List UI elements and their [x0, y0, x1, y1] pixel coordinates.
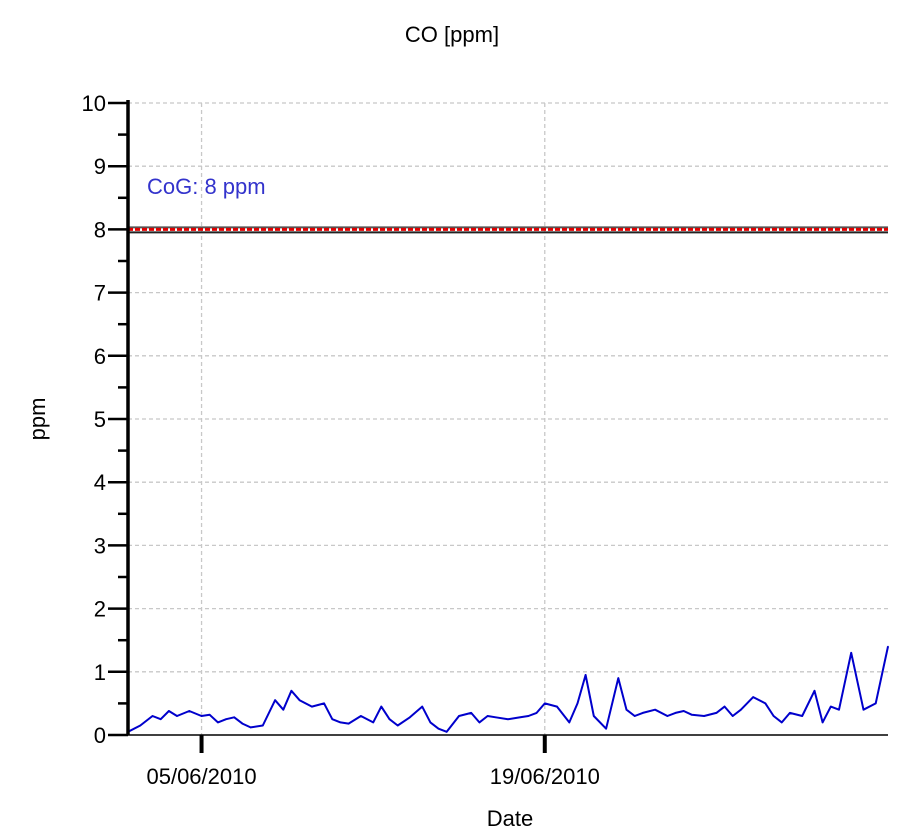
- data-point: [437, 727, 440, 730]
- data-point: [887, 645, 889, 648]
- data-point: [617, 677, 620, 679]
- data-point: [666, 715, 669, 717]
- data-point: [821, 721, 824, 724]
- axes: 0 1 2 3 4 5 6 7 8 9 10 05/06/2010 19/06/2010: [82, 91, 888, 789]
- data-point: [682, 710, 685, 712]
- data-point: [527, 715, 530, 717]
- data-point: [576, 702, 579, 705]
- data-point: [780, 721, 783, 724]
- y-tick-label: 5: [94, 407, 106, 432]
- data-point: [323, 702, 325, 705]
- data-point: [633, 715, 636, 717]
- data-point: [507, 718, 509, 720]
- data-point: [241, 722, 244, 725]
- data-point: [176, 715, 178, 717]
- y-tick-label: 10: [82, 91, 106, 116]
- data-point: [874, 702, 877, 705]
- y-tick-label: 7: [94, 281, 106, 306]
- data-point: [233, 716, 236, 719]
- data-point: [208, 713, 211, 716]
- y-tick-label: 4: [94, 470, 106, 495]
- data-point: [829, 705, 832, 708]
- data-point: [360, 715, 362, 717]
- data-point: [429, 721, 432, 724]
- x-tick-label: 19/06/2010: [490, 764, 600, 789]
- data-point: [274, 699, 276, 702]
- data-point: [789, 712, 791, 714]
- data-point: [470, 712, 473, 714]
- data-point: [339, 721, 342, 724]
- data-point: [731, 715, 734, 717]
- data-point: [703, 715, 705, 717]
- data-point: [396, 724, 399, 727]
- data-point: [139, 724, 142, 727]
- data-point: [486, 715, 489, 717]
- y-tick-label: 3: [94, 533, 106, 558]
- data-point: [862, 708, 865, 711]
- y-tick-label: 2: [94, 597, 106, 622]
- y-tick-label: 1: [94, 660, 106, 685]
- data-point: [372, 721, 374, 724]
- data-point: [605, 727, 607, 730]
- data-point: [556, 705, 558, 708]
- data-point: [347, 722, 350, 725]
- data-point: [282, 708, 285, 711]
- data-point: [715, 712, 718, 714]
- data-point: [151, 715, 154, 717]
- data-point: [838, 708, 840, 711]
- data-point: [593, 715, 595, 717]
- data-point: [494, 716, 497, 719]
- data-point: [331, 718, 334, 720]
- data-point: [568, 721, 571, 724]
- data-point: [290, 689, 293, 692]
- data-point: [535, 712, 538, 714]
- x-tick-label: 05/06/2010: [146, 764, 256, 789]
- data-point: [625, 708, 628, 711]
- y-tick-label: 0: [94, 723, 106, 748]
- data-point: [311, 705, 313, 708]
- data-point: [752, 696, 754, 698]
- data-point: [458, 715, 460, 717]
- data-point: [298, 699, 301, 702]
- reference-line-label: CoG: 8 ppm: [147, 174, 266, 199]
- y-tick-label: 9: [94, 154, 106, 179]
- data-point: [380, 705, 383, 708]
- data-point: [159, 718, 162, 720]
- data-point: [262, 724, 264, 727]
- data-point: [188, 710, 191, 712]
- grid: [128, 102, 888, 735]
- data-point: [740, 708, 742, 711]
- data-point: [772, 715, 775, 717]
- data-point: [445, 731, 448, 733]
- data-point: [168, 710, 170, 712]
- data-point: [249, 726, 252, 729]
- data-point: [225, 718, 227, 720]
- data-point: [584, 674, 587, 676]
- data-point: [723, 705, 726, 708]
- data-point: [801, 715, 803, 717]
- x-axis-title: Date: [487, 806, 533, 831]
- data-point: [421, 705, 423, 708]
- data-point: [200, 715, 203, 717]
- data-point: [519, 716, 522, 719]
- data-point: [813, 689, 816, 692]
- y-axis-title: ppm: [25, 398, 50, 441]
- data-point: [217, 721, 219, 724]
- data-point: [409, 716, 411, 719]
- series-line: [127, 646, 889, 733]
- data-point: [654, 708, 656, 711]
- data-point: [691, 713, 693, 716]
- data-point: [388, 718, 391, 720]
- data-point: [642, 712, 644, 714]
- y-tick-label: 8: [94, 217, 106, 242]
- data-point: [850, 652, 853, 654]
- data-point: [478, 721, 481, 724]
- data-point: [674, 712, 677, 714]
- y-tick-label: 6: [94, 344, 106, 369]
- data-point: [543, 702, 546, 705]
- data-point: [764, 702, 767, 705]
- plot-area: CoG: 8 ppm: [127, 174, 889, 733]
- chart-title: CO [ppm]: [405, 22, 499, 47]
